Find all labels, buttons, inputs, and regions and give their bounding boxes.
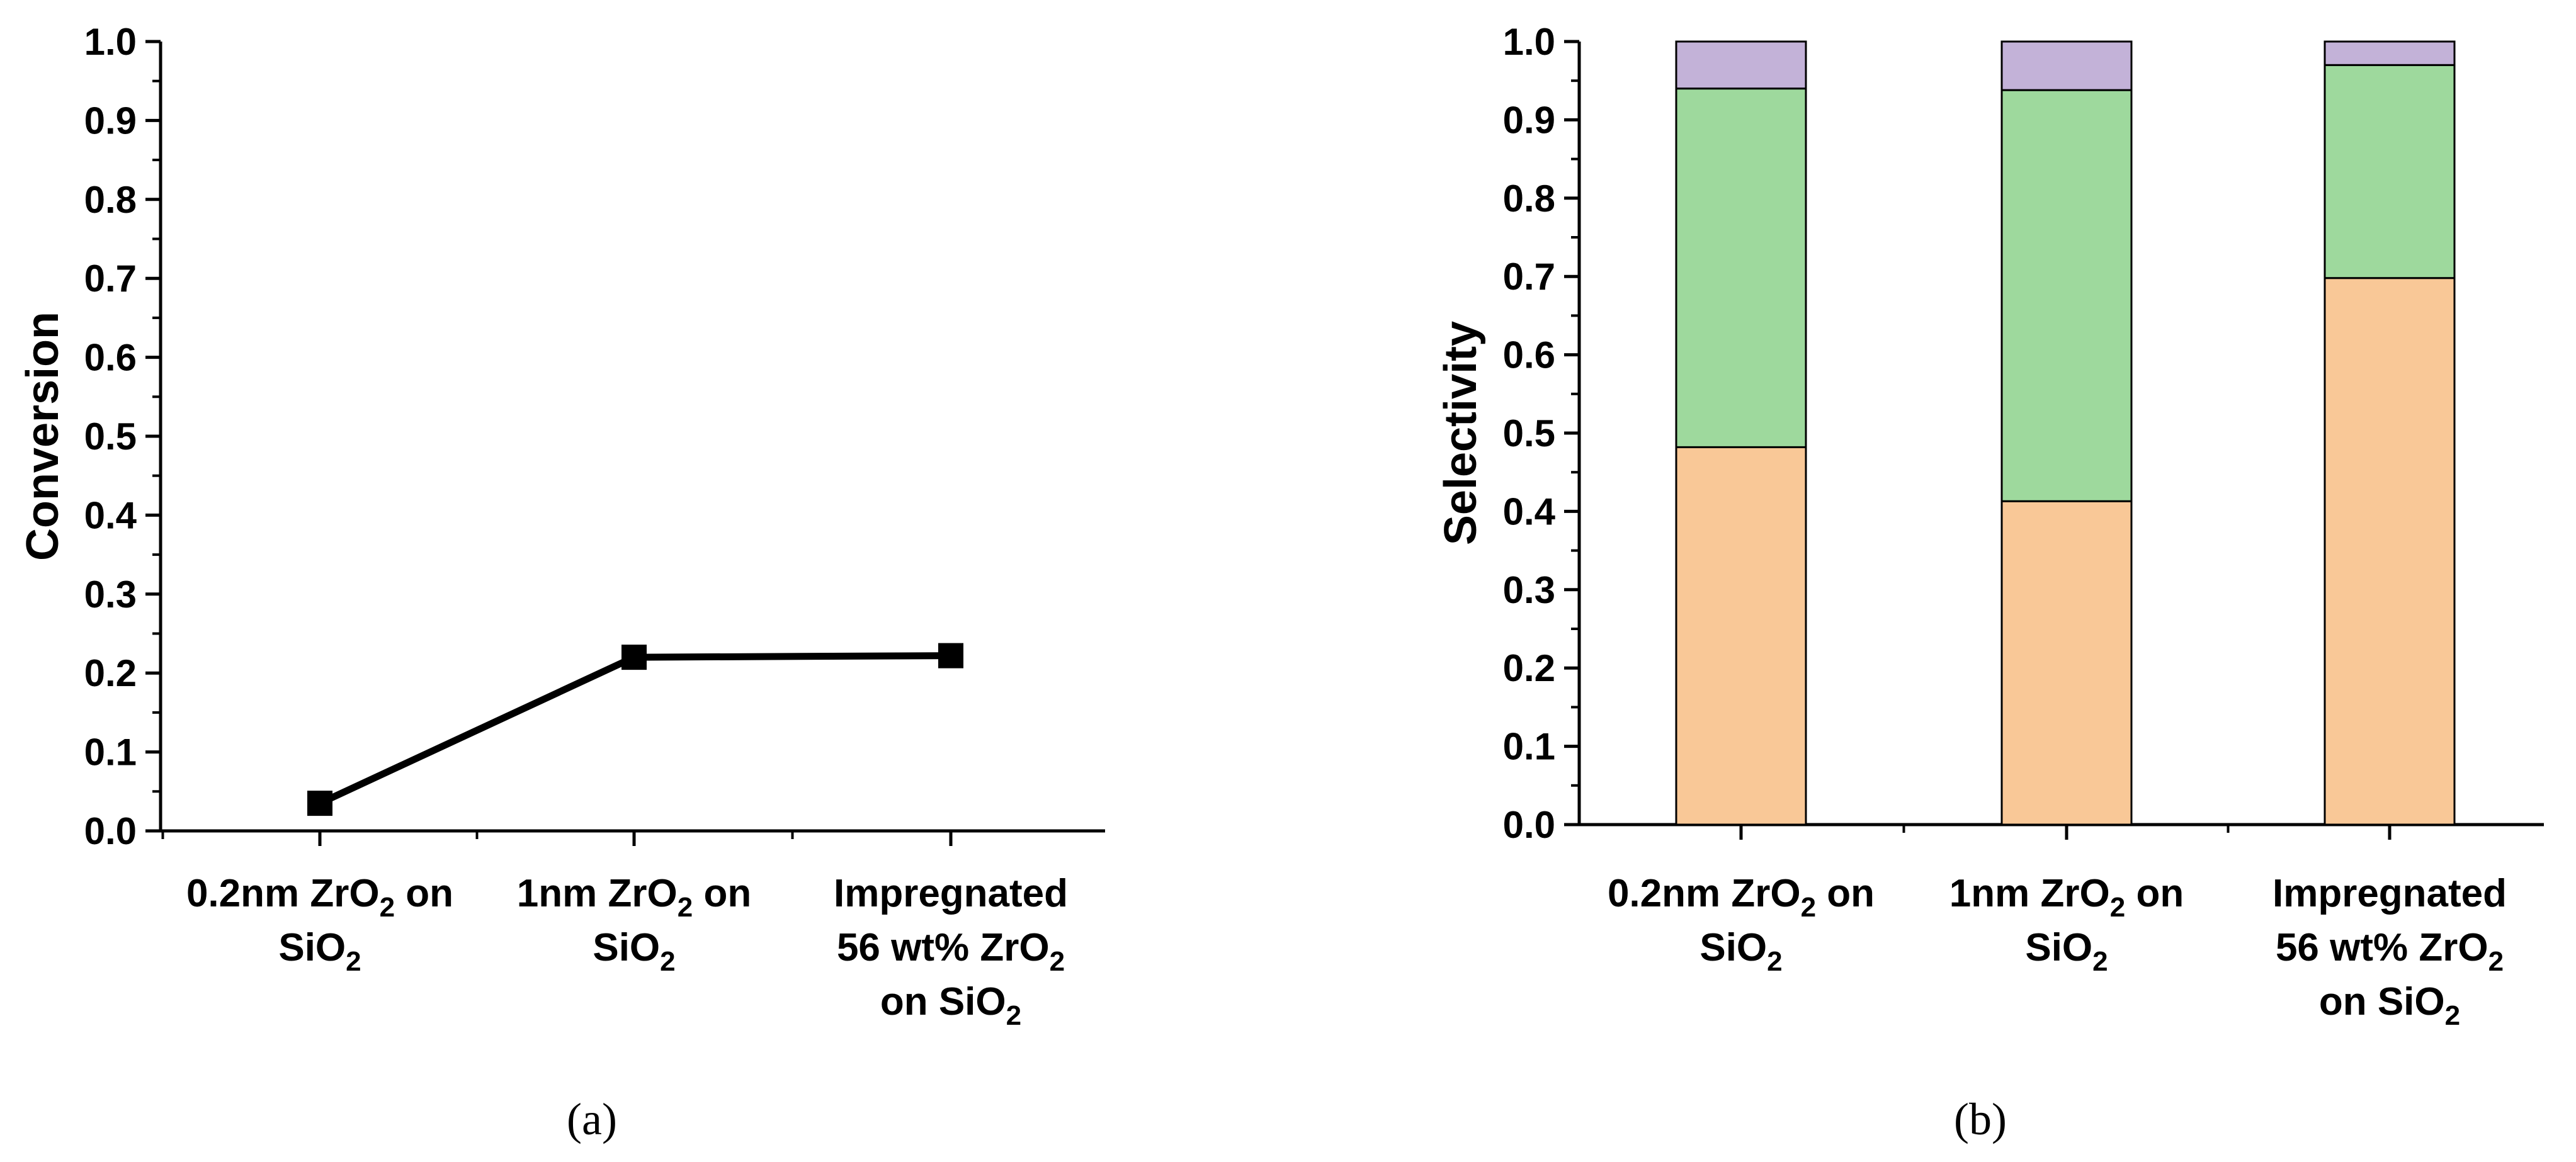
panel-b-selectivity-chart: 0.0 0.1 0.2 0.3 0.4 0.5 0.6 0.7 0.8 0.9 1.0 Selecti…	[1436, 21, 2544, 1031]
b-bar-segment-top	[2324, 40, 2456, 66]
b-bar-segment-bottom	[2324, 277, 2456, 826]
panel-b-caption: (b)	[1954, 1094, 2007, 1144]
b-y-tick-label: 0.8	[1503, 178, 1555, 220]
b-y-tick-label: 0.5	[1503, 412, 1555, 454]
a-data-point-marker	[938, 643, 963, 668]
b-y-tick-label: 1.0	[1503, 21, 1555, 63]
b-category-label: Impregnated 56 wt% ZrO2 on SiO2	[2272, 872, 2507, 1031]
b-y-tick-label: 0.0	[1503, 804, 1555, 846]
a-series-line-segment	[633, 652, 951, 661]
b-bar-segment-middle	[2324, 64, 2456, 279]
a-series-line-segment	[318, 654, 636, 807]
a-y-tick-label: 0.4	[84, 494, 137, 536]
b-bar-segment-middle	[2000, 89, 2133, 502]
a-y-tick-label: 0.2	[84, 652, 137, 694]
b-y-tick-label: 0.9	[1503, 99, 1555, 141]
a-category-label: 0.2nm ZrO2 on SiO2	[186, 872, 453, 977]
b-bar-segment-bottom	[1675, 446, 1807, 826]
a-category-label: 1nm ZrO2 on SiO2	[517, 872, 751, 977]
b-y-tick-label: 0.3	[1503, 569, 1555, 611]
b-y-tick-label: 0.1	[1503, 726, 1555, 768]
a-y-tick-label: 0.0	[84, 810, 137, 852]
b-y-tick-label: 0.4	[1503, 490, 1556, 533]
panel-a-conversion-chart: 0.0 0.1 0.2 0.3 0.4 0.5 0.6 0.7 0.8 0.9 1.0 Convers…	[18, 21, 1105, 1031]
b-category-label: 0.2nm ZrO2 on SiO2	[1608, 872, 1875, 977]
a-y-axis-title: Conversion	[18, 312, 68, 561]
a-y-tick-label: 0.7	[84, 257, 137, 300]
b-y-axis-title: Selectivity	[1436, 321, 1486, 545]
a-y-tick-label: 1.0	[84, 21, 137, 63]
a-y-tick-label: 0.1	[84, 731, 137, 774]
a-y-tick-label: 0.6	[84, 337, 137, 379]
a-data-point-marker	[307, 791, 332, 816]
a-data-point-marker	[621, 645, 647, 670]
b-y-tick-label: 0.2	[1503, 647, 1555, 689]
b-bar-segment-bottom	[2000, 500, 2133, 826]
a-y-tick-label: 0.8	[84, 179, 137, 221]
a-y-tick-label: 0.9	[84, 99, 137, 142]
a-category-label: Impregnated 56 wt% ZrO2 on SiO2	[834, 872, 1068, 1031]
panel-a-caption: (a)	[567, 1094, 617, 1144]
b-y-tick-label: 0.7	[1503, 256, 1555, 298]
a-y-tick-label: 0.3	[84, 573, 137, 616]
b-bar-segment-middle	[1675, 87, 1807, 448]
b-bar-segment-top	[2000, 40, 2133, 91]
a-y-tick-label: 0.5	[84, 415, 137, 458]
b-y-tick-label: 0.6	[1503, 334, 1555, 376]
b-category-label: 1nm ZrO2 on SiO2	[1949, 872, 2184, 977]
b-bar-segment-top	[1675, 40, 1807, 90]
